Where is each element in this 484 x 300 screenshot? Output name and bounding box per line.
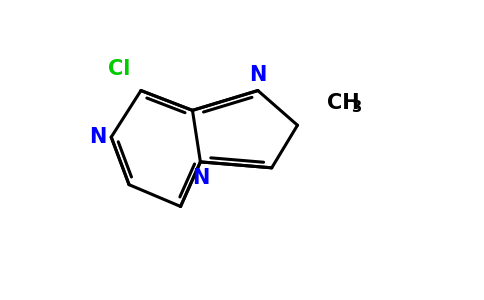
Text: N: N [249, 65, 267, 85]
Text: N: N [89, 127, 106, 147]
Text: N: N [192, 168, 209, 188]
Text: CH: CH [327, 93, 360, 113]
Text: 3: 3 [351, 100, 361, 115]
Text: Cl: Cl [108, 59, 130, 79]
